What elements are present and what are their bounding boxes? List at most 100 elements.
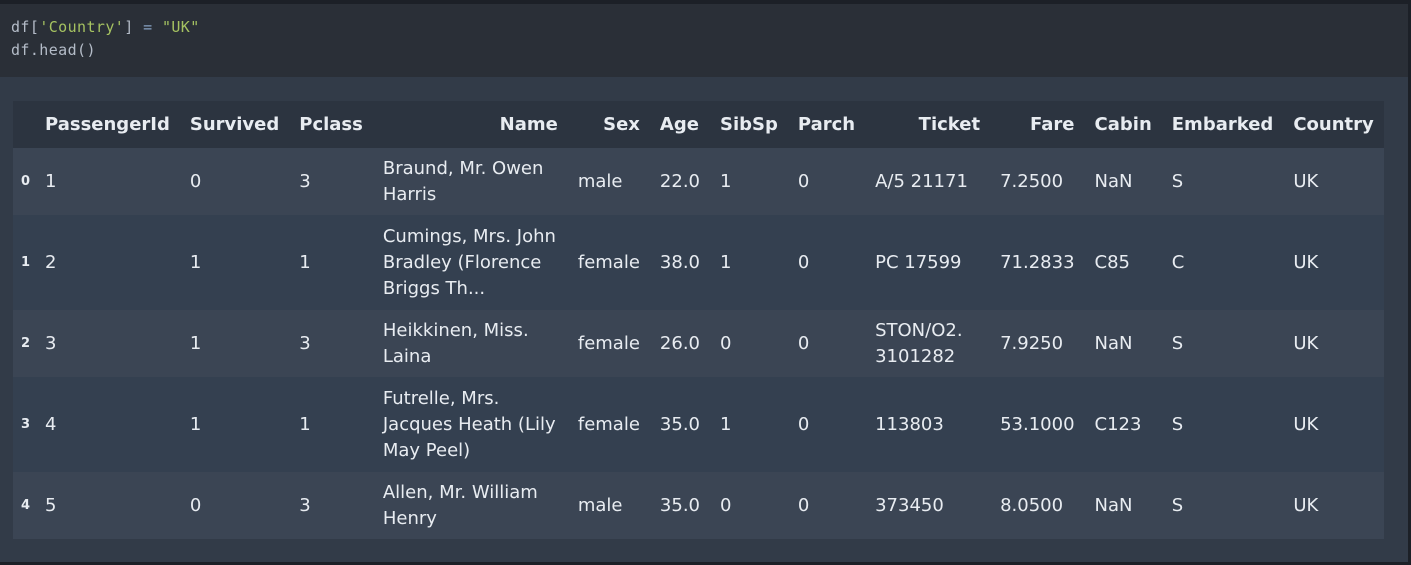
code-line-1: df['Country'] = "UK" [11, 18, 200, 36]
cell-sex: male [577, 170, 623, 192]
table-row: 3 4 1 1 Futrelle, Mrs. Jacques Heath (Li… [13, 377, 1384, 472]
header-age: Age [659, 113, 699, 135]
cell-fare: 53.1000 [1000, 413, 1075, 435]
code-token-assign: = [133, 18, 162, 36]
cell-cabin: C85 [1094, 251, 1131, 273]
cell-name: Braund, Mr. Owen Harris [382, 157, 544, 205]
cell-embarked: S [1171, 332, 1184, 354]
table-row: 2 3 1 3 Heikkinen, Miss. Laina female 26… [13, 310, 1384, 377]
cell-name: Allen, Mr. William Henry [382, 481, 538, 529]
cell-sibsp: 0 [720, 332, 732, 354]
cell-parch: 0 [797, 332, 810, 354]
cell-cabin: C123 [1094, 413, 1142, 435]
row-index: 4 [21, 497, 31, 513]
dataframe-table: PassengerId Survived Pclass Name Sex Age… [13, 101, 1384, 539]
cell-embarked: S [1171, 413, 1184, 435]
code-input-cell[interactable]: df['Country'] = "UK" df.head() [0, 4, 1411, 77]
row-index: 2 [21, 335, 31, 351]
cell-sex: female [577, 413, 640, 435]
table-row: 1 2 1 1 Cumings, Mrs. John Bradley (Flor… [13, 215, 1384, 310]
cell-country: UK [1293, 170, 1319, 192]
cell-sibsp: 0 [720, 494, 732, 516]
cell-age: 35.0 [659, 494, 700, 516]
cell-fare: 7.9250 [1000, 332, 1064, 354]
header-name: Name [499, 113, 558, 135]
cell-country: UK [1293, 494, 1319, 516]
header-pclass: Pclass [299, 113, 363, 135]
cell-passengerid: 4 [45, 413, 57, 435]
cell-cabin: NaN [1094, 170, 1133, 192]
cell-passengerid: 5 [45, 494, 57, 516]
cell-country: UK [1293, 332, 1319, 354]
cell-name: Heikkinen, Miss. Laina [382, 319, 529, 367]
cell-passengerid: 1 [45, 170, 57, 192]
cell-parch: 0 [797, 494, 810, 516]
cell-parch: 0 [797, 251, 810, 273]
cell-sibsp: 1 [720, 251, 732, 273]
header-embarked: Embarked [1171, 113, 1274, 135]
cell-sex: female [577, 251, 640, 273]
window-right-border [1408, 0, 1411, 565]
code-token-open-bracket: [ [29, 18, 40, 36]
cell-embarked: S [1171, 494, 1184, 516]
row-index: 1 [21, 254, 31, 270]
cell-survived: 1 [189, 251, 202, 273]
cell-cabin: NaN [1094, 494, 1133, 516]
cell-fare: 7.2500 [1000, 170, 1064, 192]
cell-top-border [0, 0, 1411, 4]
header-fare: Fare [1030, 113, 1075, 135]
header-ticket: Ticket [918, 113, 981, 135]
cell-ticket: STON/O2. 3101282 [875, 319, 963, 367]
cell-survived: 1 [189, 413, 202, 435]
row-index: 0 [21, 173, 31, 189]
window-bottom-border [0, 562, 1411, 565]
table-header-row: PassengerId Survived Pclass Name Sex Age… [13, 101, 1384, 148]
cell-ticket: A/5 21171 [875, 170, 968, 192]
cell-parch: 0 [797, 413, 810, 435]
cell-embarked: C [1171, 251, 1185, 273]
cell-fare: 71.2833 [1000, 251, 1075, 273]
table-row: 4 5 0 3 Allen, Mr. William Henry male 35… [13, 472, 1384, 539]
header-parch: Parch [797, 113, 856, 135]
row-index: 3 [21, 416, 31, 432]
cell-pclass: 3 [299, 332, 311, 354]
cell-survived: 1 [189, 332, 202, 354]
cell-ticket: PC 17599 [875, 251, 962, 273]
cell-embarked: S [1171, 170, 1184, 192]
cell-survived: 0 [189, 494, 202, 516]
cell-passengerid: 2 [45, 251, 57, 273]
cell-parch: 0 [797, 170, 810, 192]
cell-country: UK [1293, 251, 1319, 273]
cell-age: 35.0 [659, 413, 700, 435]
header-sex: Sex [603, 113, 640, 135]
code-token-close-bracket: ] [124, 18, 134, 36]
cell-country: UK [1293, 413, 1319, 435]
cell-pclass: 3 [299, 494, 311, 516]
cell-fare: 8.0500 [1000, 494, 1064, 516]
cell-sex: male [577, 494, 623, 516]
header-country: Country [1293, 113, 1374, 135]
cell-name: Cumings, Mrs. John Bradley (Florence Bri… [382, 225, 556, 299]
code-token-value-string: "UK" [161, 18, 200, 36]
header-sibsp: SibSp [720, 113, 778, 135]
cell-age: 38.0 [659, 251, 700, 273]
cell-ticket: 373450 [875, 494, 944, 516]
code-line-2: df.head() [11, 41, 96, 59]
cell-age: 26.0 [659, 332, 700, 354]
header-index [13, 101, 35, 148]
cell-pclass: 1 [299, 251, 311, 273]
header-passengerid: PassengerId [45, 113, 170, 135]
header-survived: Survived [189, 113, 280, 135]
cell-age: 22.0 [659, 170, 700, 192]
code-token-key-string: 'Country' [39, 18, 125, 36]
code-token-df: df [11, 18, 30, 36]
cell-sibsp: 1 [720, 413, 732, 435]
output-area [0, 77, 1411, 565]
header-cabin: Cabin [1094, 113, 1152, 135]
cell-pclass: 1 [299, 413, 311, 435]
cell-name: Futrelle, Mrs. Jacques Heath (Lily May P… [382, 387, 556, 461]
cell-cabin: NaN [1094, 332, 1133, 354]
cell-sibsp: 1 [720, 170, 732, 192]
cell-pclass: 3 [299, 170, 311, 192]
cell-sex: female [577, 332, 640, 354]
